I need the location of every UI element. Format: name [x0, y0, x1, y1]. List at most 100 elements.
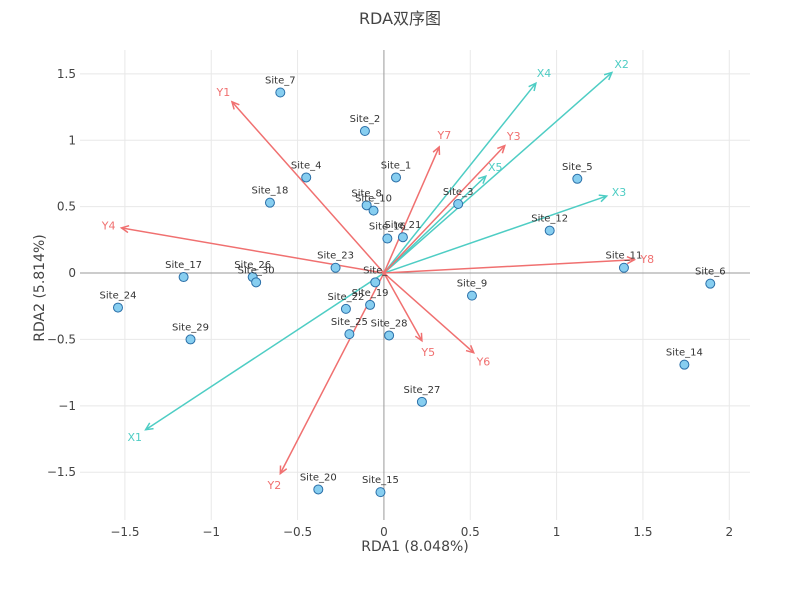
site-point-site_1: [391, 172, 402, 183]
response-arrow-y4: [121, 227, 385, 274]
site-label-site_11: Site_11: [605, 251, 642, 262]
response-arrow-y8: [383, 259, 635, 274]
axis-layer: −1.5 −1 −0.5 0 0.5 1 1.5 2 −1.5 −1 −0.5 0 0.5 1 1.5: [47, 50, 750, 539]
site-point-site_23: [330, 262, 341, 273]
explanatory-label-x4: X4: [537, 67, 552, 80]
explanatory-arrow-x5: [383, 175, 487, 274]
site-point-site_: [370, 277, 381, 288]
explanatory-arrow-x2: [383, 72, 613, 274]
site-point-site_18: [264, 197, 275, 208]
arrow-layer: X1 X2 X3 X4 X5 Y1 Y2 Y3 Y4 Y5 Y6 Y7 Y8: [101, 58, 654, 492]
explanatory-label-x2: X2: [614, 58, 629, 71]
x-tick-label: 0.5: [461, 525, 480, 539]
site-label-site_8: Site_8: [351, 188, 382, 199]
explanatory-arrow-x4: [383, 82, 537, 274]
response-arrowhead-y7: [432, 145, 441, 155]
explanatory-arrowhead-x5: [477, 174, 488, 184]
site-point-site_7: [275, 87, 286, 98]
x-tick-label: −0.5: [283, 525, 312, 539]
response-label-y5: Y5: [420, 346, 435, 359]
site-point-site_4: [301, 172, 312, 183]
site-label-site_14: Site_14: [666, 348, 703, 359]
site-layer: Site_1 Site_2 Site_3 Site_4 Site_5 Site_6 Site…: [100, 75, 726, 498]
x-tick-label: 0: [380, 525, 388, 539]
chart-title: RDA双序图: [359, 9, 441, 28]
response-arrow-y5: [383, 272, 423, 342]
site-label-site_27: Site_27: [403, 385, 440, 396]
explanatory-label-x3: X3: [612, 186, 627, 199]
site-point-site_22: [340, 303, 351, 314]
y-axis-title: RDA2 (5.814%): [32, 234, 48, 342]
response-arrowhead-y3: [497, 144, 506, 154]
site-label-site_20: Site_20: [300, 472, 337, 483]
y-tick-label: 1.5: [57, 67, 76, 81]
site-point-site_8: [361, 200, 372, 211]
site-label-site_26: Site_26: [234, 260, 271, 271]
site-label-site_1: Site_1: [381, 160, 412, 171]
site-point-site_29: [185, 334, 196, 345]
y-tick-label: −1.5: [47, 465, 76, 479]
explanatory-label-x5: X5: [488, 161, 503, 174]
site-label-site_24: Site_24: [100, 291, 137, 302]
site-label-site_18: Site_18: [251, 186, 288, 197]
response-arrowhead-y1: [230, 100, 240, 110]
site-point-site_5: [572, 173, 583, 184]
site-point-site_12: [544, 225, 555, 236]
site-label-site_12: Site_12: [531, 214, 568, 225]
x-tick-label: −1: [202, 525, 220, 539]
response-arrowhead-y8: [626, 255, 637, 265]
site-point-site_24: [112, 302, 123, 313]
site-point-site_14: [679, 359, 690, 370]
explanatory-arrowhead-x2: [603, 71, 614, 81]
x-tick-label: 1: [553, 525, 561, 539]
site-label-site_28: Site_28: [371, 318, 408, 329]
site-point-site_19: [365, 299, 376, 310]
explanatory-arrowhead-x4: [528, 81, 537, 92]
response-arrowhead-y5: [414, 332, 423, 343]
y-tick-label: 1: [68, 133, 76, 147]
site-point-site_17: [178, 272, 189, 283]
response-label-y8: Y8: [639, 253, 654, 266]
grid-layer: [80, 50, 750, 520]
site-label-site_29: Site_29: [172, 322, 209, 333]
x-tick-label: −1.5: [110, 525, 139, 539]
site-point-site_25: [344, 329, 355, 340]
site-point-site_11: [618, 262, 629, 273]
site-label-site_25: Site_25: [331, 317, 368, 328]
site-point-site_27: [416, 396, 427, 407]
response-arrowhead-y4: [119, 224, 130, 234]
site-label-site_7: Site_7: [265, 75, 296, 86]
response-label-y3: Y3: [506, 130, 521, 143]
site-label-site_15: Site_15: [362, 475, 399, 486]
site-label-site_3: Site_3: [443, 187, 474, 198]
site-point-site_2: [359, 125, 370, 136]
site-label-site_4: Site_4: [291, 160, 322, 171]
y-tick-label: 0.5: [57, 200, 76, 214]
site-label-site_5: Site_5: [562, 162, 593, 173]
response-label-y6: Y6: [476, 355, 491, 368]
site-point-site_9: [466, 290, 477, 301]
site-point-site_10: [368, 205, 379, 216]
site-label-site_19: Site_19: [352, 288, 389, 299]
site-point-site_16: [382, 233, 393, 244]
site-label-site_2: Site_2: [350, 114, 381, 125]
site-point-site_3: [453, 199, 464, 210]
site-point-site_28: [384, 330, 395, 341]
response-label-y4: Y4: [101, 220, 116, 233]
explanatory-arrowhead-x1: [144, 422, 154, 431]
site-point-site_6: [705, 278, 716, 289]
site-label-site_9: Site_9: [457, 279, 488, 290]
site-point-site_20: [313, 484, 324, 495]
site-label-site_22: Site_22: [327, 292, 364, 303]
response-label-y2: Y2: [266, 479, 281, 492]
site-label-site_17: Site_17: [165, 260, 202, 271]
site-label-site_6: Site_6: [695, 267, 726, 278]
site-point-site_21: [397, 232, 408, 243]
site-label-site_23: Site_23: [317, 251, 354, 262]
response-arrow-y3: [383, 145, 506, 274]
explanatory-arrowhead-x3: [598, 194, 609, 203]
x-axis-title: RDA1 (8.048%): [361, 539, 469, 555]
x-tick-label: 2: [725, 525, 733, 539]
explanatory-label-x1: X1: [127, 431, 142, 444]
